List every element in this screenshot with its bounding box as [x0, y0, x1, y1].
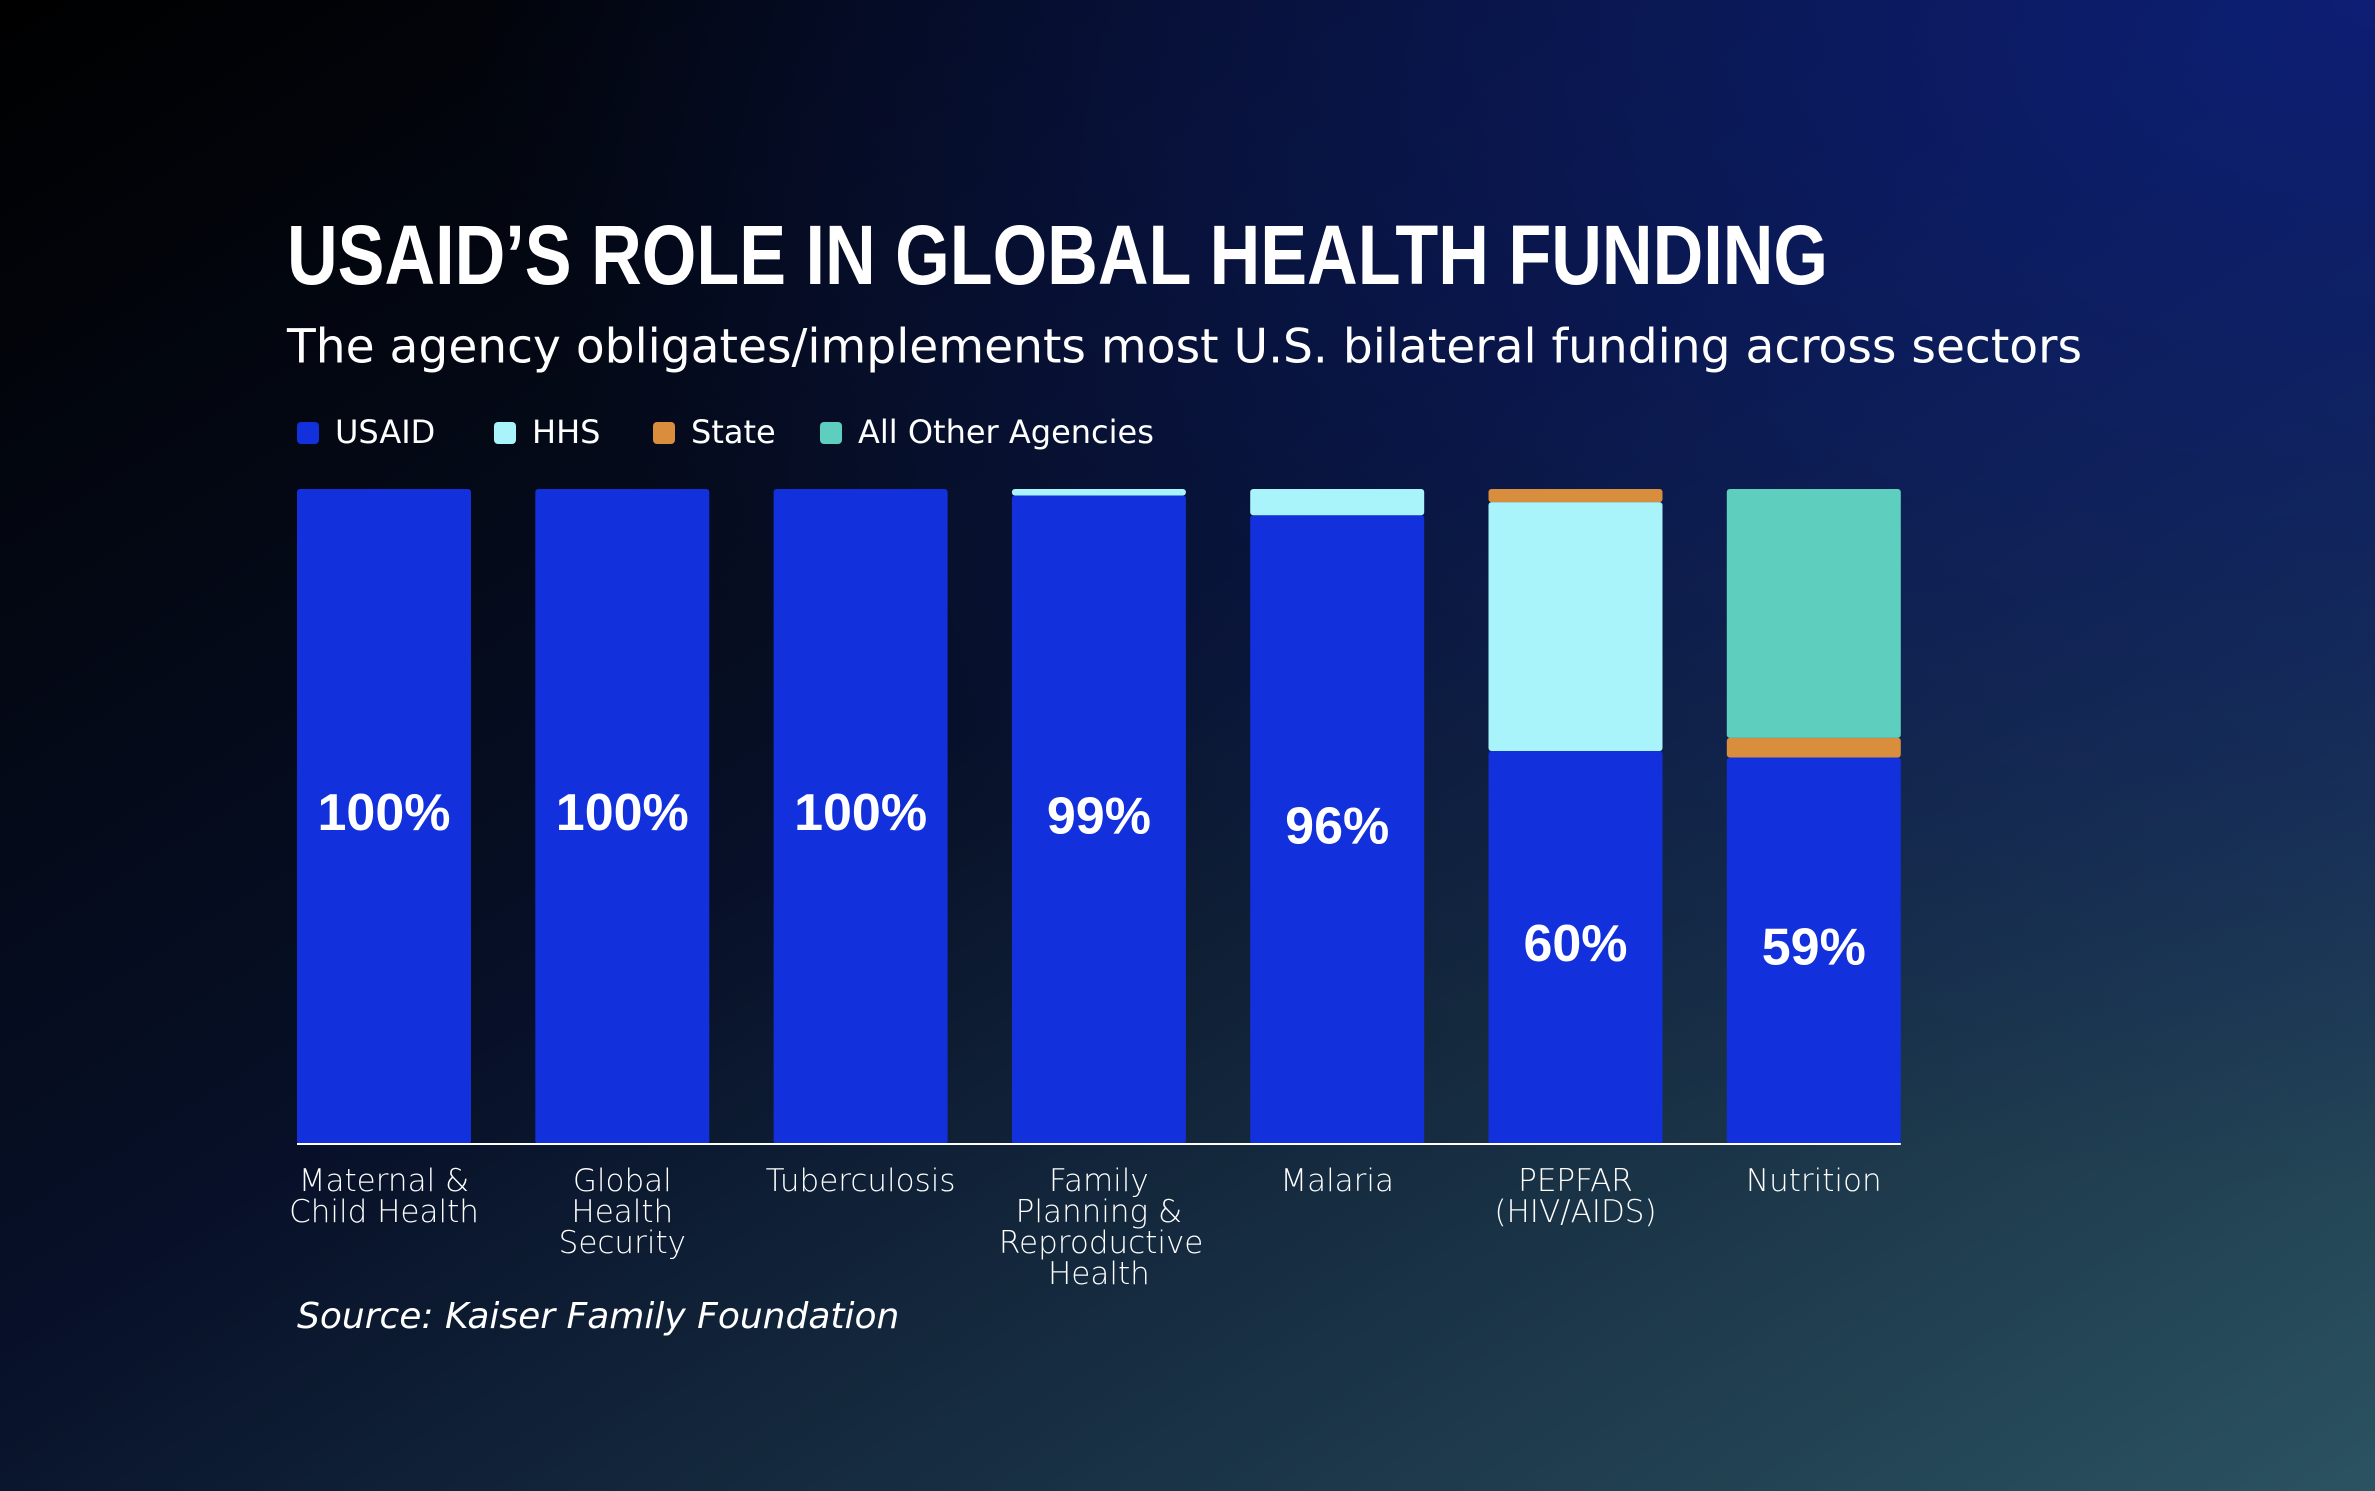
x-tick-label: Malaria: [1280, 1163, 1395, 1199]
value-label: 100%: [556, 784, 689, 842]
bar-segment: [297, 489, 471, 1144]
x-tick-label: Tuberculosis: [765, 1163, 956, 1199]
legend-label: USAID: [335, 413, 435, 451]
legend-swatch: [653, 422, 675, 444]
value-label: 100%: [794, 784, 927, 842]
x-tick-label: Nutrition: [1745, 1163, 1882, 1199]
source-note: Source: Kaiser Family Foundation: [297, 1296, 899, 1337]
x-tick-label: Global Health Security: [558, 1163, 686, 1261]
value-label: 59%: [1762, 919, 1866, 977]
legend-swatch: [494, 422, 516, 444]
bar-segment: [1250, 515, 1425, 1144]
value-label: 100%: [318, 784, 451, 842]
value-label: 99%: [1047, 788, 1151, 846]
bar-segment: [1488, 502, 1663, 751]
x-tick-label: Maternal & Child Health: [289, 1163, 479, 1230]
x-tick-label: PEPFAR (HIV/AIDS): [1494, 1163, 1657, 1230]
bar-segment: [1250, 489, 1425, 516]
bar-segment: [773, 489, 948, 1144]
bar-segment: [1011, 489, 1186, 496]
bar-segment: [1726, 489, 1901, 738]
bar-segment: [1726, 757, 1901, 1144]
value-label: 96%: [1285, 797, 1389, 855]
legend-label: All Other Agencies: [858, 413, 1154, 451]
chart-title: USAID’S ROLE IN GLOBAL HEALTH FUNDING: [287, 208, 1828, 302]
legend-swatch: [820, 422, 842, 444]
legend-label: State: [691, 413, 776, 451]
legend-label: HHS: [532, 413, 600, 451]
bar-segment: [1488, 751, 1663, 1144]
bar-segment: [1488, 489, 1663, 503]
bar-segment: [1011, 495, 1186, 1144]
bar-segment: [1726, 737, 1901, 758]
legend-swatch: [297, 422, 319, 444]
x-tick-label: Family Planning & Reproductive Health: [998, 1163, 1204, 1292]
bar-segment: [535, 489, 710, 1144]
value-label: 60%: [1523, 915, 1627, 973]
chart-subtitle: The agency obligates/implements most U.S…: [286, 320, 2082, 375]
